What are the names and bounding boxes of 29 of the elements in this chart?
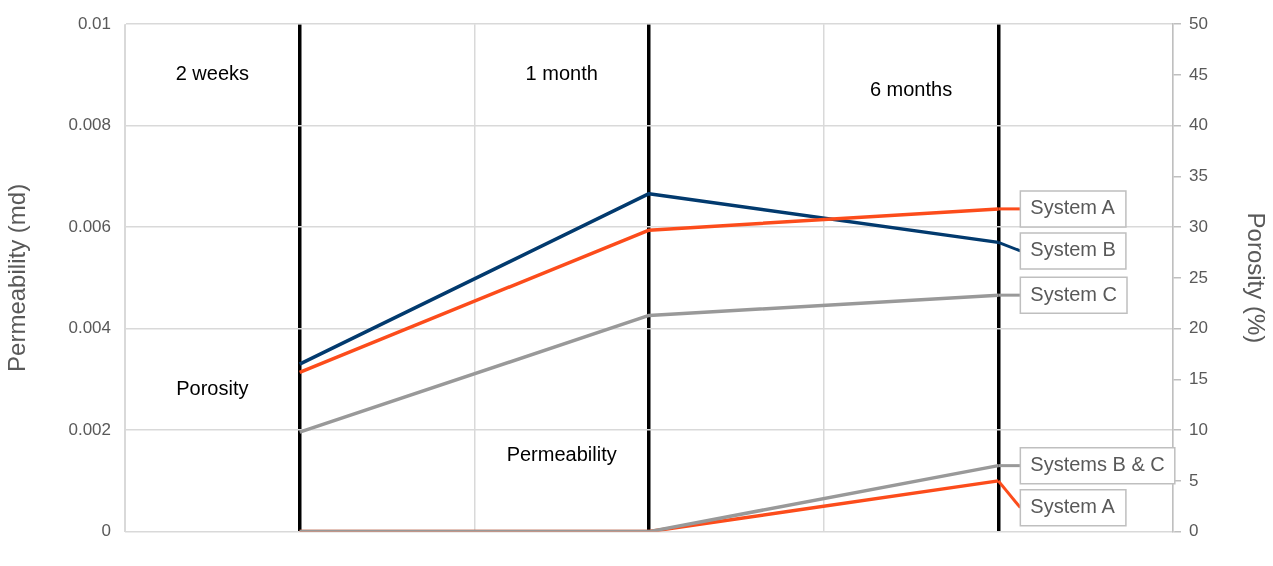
- legend-label: System A: [1030, 196, 1116, 219]
- y2-tick-label: 50: [1189, 13, 1208, 33]
- y2-tick-label: 30: [1189, 216, 1208, 236]
- y2-tick-label: 5: [1189, 470, 1199, 490]
- y-tick-label: 0: [101, 521, 111, 541]
- y2-tick-label: 25: [1189, 267, 1208, 287]
- y2-tick-label: 40: [1189, 115, 1208, 135]
- legend-label: System B: [1030, 238, 1116, 261]
- y2-tick-label: 45: [1189, 64, 1208, 84]
- annotation: 6 months: [869, 77, 953, 100]
- y-tick-label: 0.006: [68, 216, 111, 236]
- y-tick-label: 0.008: [68, 115, 111, 135]
- y2-tick-label: 15: [1189, 369, 1208, 389]
- y2-tick-label: 35: [1189, 166, 1208, 186]
- legend-label: System A: [1030, 495, 1116, 518]
- y-tick-label: 0.002: [68, 419, 111, 439]
- legend-label: System C: [1030, 282, 1118, 305]
- y2-tick-label: 10: [1189, 419, 1208, 439]
- annotation: 2 weeks: [175, 62, 250, 85]
- annotation: Porosity: [176, 377, 249, 400]
- y-axis-title: Permeability (md): [3, 183, 31, 372]
- y-tick-label: 0.004: [68, 318, 111, 338]
- y2-tick-label: 20: [1189, 318, 1208, 338]
- y-tick-label: 0.01: [77, 13, 111, 33]
- y2-axis-title: Porosity (%): [1242, 212, 1270, 344]
- legend-label: Systems B & C: [1030, 453, 1165, 476]
- y2-tick-label: 0: [1189, 521, 1199, 541]
- annotation: Permeability: [506, 443, 617, 466]
- annotation: 1 month: [525, 62, 598, 85]
